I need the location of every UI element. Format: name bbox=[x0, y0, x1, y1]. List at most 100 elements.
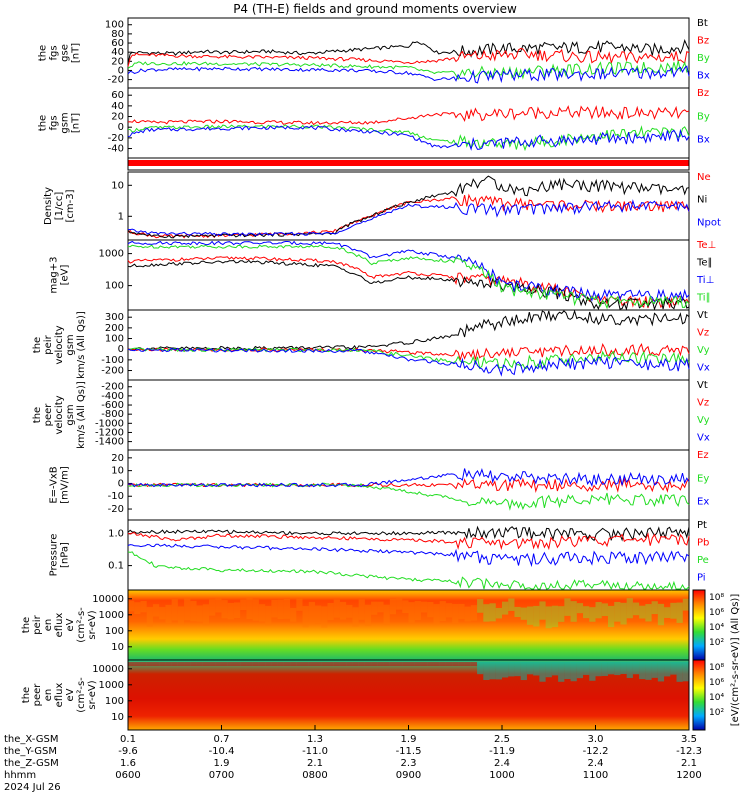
ion-spec-stripe bbox=[502, 601, 509, 615]
ylabel-peir_vel: velocity bbox=[54, 325, 65, 364]
ele-spec-stripe bbox=[134, 662, 141, 666]
colorbar-tick: 10⁸ bbox=[709, 593, 724, 603]
ion-spec-stripe bbox=[371, 601, 378, 615]
ele-spec-stripe bbox=[483, 662, 490, 680]
ele-spec-stripe bbox=[489, 662, 496, 680]
ele-spec-stripe bbox=[146, 662, 153, 666]
xtick-y: -11.0 bbox=[302, 746, 328, 757]
ele-spec-stripe bbox=[657, 662, 665, 682]
ytick-fgs_gsm: -20 bbox=[108, 133, 124, 144]
ele-spec-stripe bbox=[545, 662, 552, 678]
ion-spec-stripe bbox=[277, 599, 284, 620]
ion-spec-stripe bbox=[252, 599, 259, 621]
xaxis-row-label: hhmm bbox=[4, 770, 36, 781]
ytick-efield: 0 bbox=[118, 478, 124, 489]
ylabel-peir_spec: en bbox=[43, 619, 54, 632]
xaxis-row-label: the_X-GSM bbox=[4, 734, 58, 745]
plot-title: P4 (TH-E) fields and ground moments over… bbox=[233, 2, 517, 16]
ele-spec-stripe bbox=[364, 662, 372, 666]
legend-Vy: Vy bbox=[697, 415, 710, 426]
series-line-temperature-Ti⊥ bbox=[127, 240, 690, 303]
ele-spec-stripe bbox=[377, 662, 384, 666]
ytick-peir_vel: 200 bbox=[105, 323, 124, 334]
ytick-peer_vel: -1200 bbox=[95, 427, 124, 438]
ion-spec-stripe bbox=[215, 598, 222, 613]
ytick-fgs_gsm: 60 bbox=[111, 90, 124, 101]
legend-Ti∥: Ti∥ bbox=[696, 293, 711, 304]
ion-spec-stripe bbox=[526, 606, 534, 625]
ion-spec-stripe bbox=[533, 605, 540, 627]
series-line-fgs_gse-Bz bbox=[127, 47, 690, 67]
ele-spec-stripe bbox=[190, 662, 197, 666]
legend-Npot: Npot bbox=[697, 217, 721, 228]
ylabel-efield: E=-VxB bbox=[49, 466, 60, 503]
ylabel-density: [cm-3] bbox=[65, 189, 76, 222]
ion-spec-stripe bbox=[184, 598, 191, 621]
colorbar-tick: 10² bbox=[709, 708, 724, 718]
xtick-time: 1100 bbox=[583, 770, 608, 781]
ion-spec-stripe bbox=[470, 605, 478, 621]
ylabel-peir_spec: eV bbox=[65, 618, 76, 631]
legend-Bz: Bz bbox=[697, 36, 709, 47]
xtick-y: -9.6 bbox=[118, 746, 138, 757]
ele-spec-stripe bbox=[165, 662, 172, 666]
ytick-peir_spec: 10000 bbox=[92, 594, 124, 605]
ele-spec-stripe bbox=[495, 662, 502, 680]
ion-spec-stripe bbox=[146, 607, 153, 627]
ytick-peir_spec: 10 bbox=[111, 642, 124, 653]
legend-Ni: Ni bbox=[697, 195, 707, 206]
ion-spec-stripe bbox=[601, 603, 608, 617]
xtick-x: 0.7 bbox=[214, 734, 230, 745]
series-line-efield-Ex bbox=[127, 468, 690, 488]
ele-spec-stripe bbox=[508, 662, 515, 677]
ion-spec-stripe bbox=[171, 599, 178, 621]
ylabel-density: [1/cc] bbox=[54, 192, 65, 221]
series-line-pressure-Pi bbox=[127, 543, 690, 568]
ion-spec-stripe bbox=[520, 607, 527, 620]
ylabel-fgs_gsm: gsm bbox=[60, 112, 71, 133]
series-line-temperature-Te∥ bbox=[127, 259, 690, 311]
ele-spec-stripe bbox=[452, 662, 459, 666]
ion-spec-stripe bbox=[458, 603, 465, 619]
ion-spec-stripe bbox=[445, 603, 453, 618]
ylabel-fgs_gse: fgs bbox=[49, 45, 60, 60]
ele-spec-stripe bbox=[383, 662, 390, 666]
legend-Bz: Bz bbox=[697, 88, 709, 99]
ele-spec-stripe bbox=[420, 662, 428, 666]
ion-spec-stripe bbox=[508, 598, 515, 611]
xaxis-row-label: the_Z-GSM bbox=[4, 758, 59, 769]
ylabel-fgs_gse: gse bbox=[60, 44, 71, 62]
ele-spec-stripe bbox=[290, 662, 297, 666]
xtick-time: 1200 bbox=[676, 770, 701, 781]
ele-spec-stripe bbox=[502, 662, 509, 678]
colorbar-tick: 10⁶ bbox=[709, 608, 724, 618]
ion-spec-stripe bbox=[620, 602, 627, 625]
colorbar-tick: 10⁴ bbox=[709, 623, 724, 633]
ylabel-peir_vel: the bbox=[32, 337, 43, 353]
ytick-fgs_gse: 80 bbox=[111, 29, 124, 40]
series-line-fgs_gsm-By bbox=[127, 124, 690, 152]
ele-spec-stripe bbox=[464, 662, 471, 666]
ele-spec-stripe bbox=[595, 662, 602, 677]
xtick-time: 1000 bbox=[489, 770, 514, 781]
series-line-density-Ni bbox=[127, 175, 690, 239]
xtick-x: 0.1 bbox=[120, 734, 136, 745]
ion-spec-stripe bbox=[265, 605, 272, 626]
ion-spec-stripe bbox=[190, 600, 197, 622]
ion-spec-stripe bbox=[551, 605, 559, 628]
ele-spec-stripe bbox=[140, 662, 147, 666]
ele-spec-stripe bbox=[576, 662, 584, 679]
ele-spec-stripe bbox=[327, 662, 334, 666]
legend-By: By bbox=[697, 53, 710, 64]
series-line-fgs_gsm-Bz bbox=[127, 105, 690, 126]
legend-Vt: Vt bbox=[697, 380, 708, 391]
ele-spec-stripe bbox=[265, 662, 272, 666]
ele-spec-stripe bbox=[352, 662, 359, 666]
ele-spec-stripe bbox=[433, 662, 440, 666]
ion-spec-stripe bbox=[583, 606, 590, 619]
ylabel-peer_vel: gsm bbox=[65, 404, 76, 425]
ion-spec-stripe bbox=[358, 599, 365, 620]
legend-Pe: Pe bbox=[697, 555, 709, 566]
legend-Vz: Vz bbox=[697, 398, 709, 409]
ion-spec-stripe bbox=[408, 602, 415, 623]
